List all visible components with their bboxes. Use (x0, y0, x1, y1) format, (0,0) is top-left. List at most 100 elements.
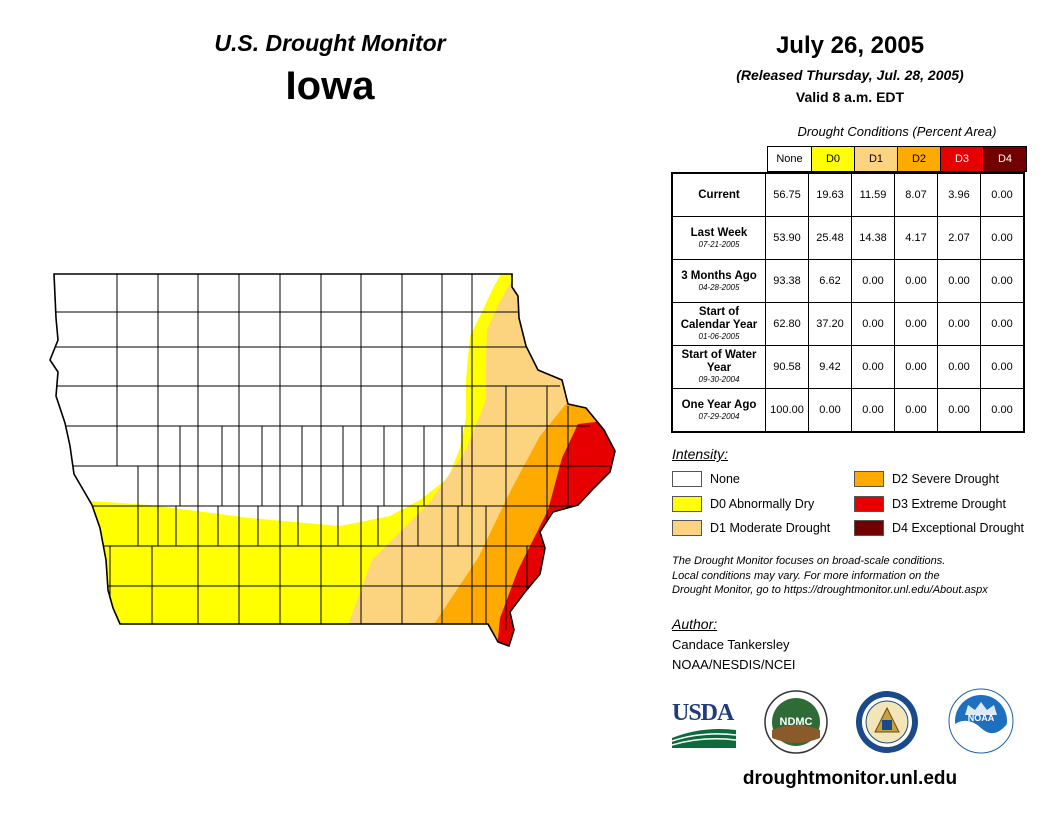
category-d3: D3 (940, 147, 983, 171)
table-row: One Year Ago 07-29-2004 100.00 0.00 0.00 0.00… (671, 388, 1025, 433)
iowa-drought-map (49, 273, 616, 647)
drought-conditions-table: Current 56.75 19.63 11.59 8.07 3.96 0.00 Last W… (671, 172, 1025, 433)
table-row: Last Week 07-21-2005 53.90 25.48 14.38 4.17 2.… (671, 216, 1025, 260)
row-label: Last Week (690, 226, 748, 239)
disclaimer-line: Drought Monitor, go to https://droughtmo… (672, 584, 988, 596)
row-date: 04-28-2005 (698, 282, 740, 292)
legend-swatch (854, 471, 884, 487)
table-row: Current 56.75 19.63 11.59 8.07 3.96 0.00 (671, 172, 1025, 217)
table-cell: 62.80 (765, 302, 809, 346)
legend-item-d1: D1 Moderate Drought (672, 520, 830, 536)
table-cell: 37.20 (808, 302, 852, 346)
table-cell: 14.38 (851, 216, 895, 260)
table-cell: 9.42 (808, 345, 852, 389)
table-title: Drought Conditions (Percent Area) (797, 124, 997, 139)
website-url[interactable]: droughtmonitor.unl.edu (742, 768, 958, 789)
doc-seal-logo (856, 691, 918, 753)
legend-title: Intensity: (672, 446, 729, 462)
legend-item-d4: D4 Exceptional Drought (854, 520, 1024, 536)
table-cell: 25.48 (808, 216, 852, 260)
category-none: None (768, 147, 811, 171)
category-d2: D2 (897, 147, 940, 171)
author-title: Author: (672, 616, 718, 632)
table-cell: 8.07 (894, 172, 938, 217)
usda-logo-text: USDA (672, 700, 734, 726)
table-row: 3 Months Ago 04-28-2005 93.38 6.62 0.00 0.00 0… (671, 259, 1025, 303)
table-cell: 0.00 (851, 345, 895, 389)
legend-label: D2 Severe Drought (892, 472, 1000, 486)
table-cell: 11.59 (851, 172, 895, 217)
disclaimer-line: The Drought Monitor focuses on broad-sca… (672, 555, 946, 567)
row-header: Current (671, 172, 766, 217)
legend-item-d2: D2 Severe Drought (854, 471, 999, 487)
category-d0: D0 (811, 147, 854, 171)
category-d1: D1 (854, 147, 897, 171)
table-cell: 0.00 (937, 259, 981, 303)
table-row: Start of Calendar Year 01-06-2005 62.80 37.… (671, 302, 1025, 346)
table-cell: 2.07 (937, 216, 981, 260)
state-title: Iowa (285, 64, 375, 108)
table-cell: 0.00 (980, 172, 1025, 217)
row-label: Start of Calendar Year (680, 306, 758, 331)
legend-label: D3 Extreme Drought (892, 497, 1006, 511)
author-name: Candace Tankersley (672, 637, 790, 652)
row-header: Start of Water Year 09-30-2004 (671, 345, 766, 389)
ndmc-logo-text: NDMC (780, 716, 813, 728)
table-cell: 3.96 (937, 172, 981, 217)
noaa-logo-text: NOAA (968, 713, 995, 723)
valid-time: Valid 8 a.m. EDT (795, 89, 905, 105)
usda-logo-mark (671, 729, 737, 748)
disclaimer-line: Local conditions may vary. For more info… (672, 569, 940, 582)
legend-item-d0: D0 Abnormally Dry (672, 496, 814, 512)
row-label: Start of Water Year (681, 349, 757, 374)
legend-swatch (854, 520, 884, 536)
row-header: Start of Calendar Year 01-06-2005 (671, 302, 766, 346)
table-cell: 0.00 (937, 388, 981, 433)
row-label: 3 Months Ago (681, 269, 757, 282)
row-label: Current (698, 188, 740, 201)
legend-swatch (854, 496, 884, 512)
product-title: U.S. Drought Monitor (214, 30, 446, 56)
table-cell: 0.00 (937, 302, 981, 346)
table-cell: 0.00 (980, 259, 1025, 303)
table-cell: 0.00 (980, 216, 1025, 260)
row-date: 01-06-2005 (698, 332, 740, 341)
disclaimer: The Drought Monitor focuses on broad-sca… (672, 554, 1042, 598)
noaa-logo: NOAA (948, 688, 1014, 754)
legend-item-none: None (672, 471, 740, 487)
table-cell: 0.00 (808, 388, 852, 433)
legend-label: None (710, 472, 740, 486)
table-cell: 56.75 (765, 172, 809, 217)
county-lines (50, 274, 610, 630)
table-cell: 0.00 (980, 388, 1025, 433)
row-header: Last Week 07-21-2005 (671, 216, 766, 260)
table-cell: 19.63 (808, 172, 852, 217)
row-date: 09-30-2004 (698, 375, 740, 384)
table-cell: 0.00 (894, 302, 938, 346)
category-header-row: None D0 D1 D2 D3 D4 (767, 146, 1027, 172)
row-date: 07-21-2005 (698, 239, 740, 249)
legend-label: D1 Moderate Drought (710, 521, 831, 535)
row-date: 07-29-2004 (698, 411, 740, 421)
legend-swatch (672, 471, 702, 487)
table-cell: 0.00 (851, 388, 895, 433)
usda-logo: USDA (671, 700, 737, 748)
table-cell: 4.17 (894, 216, 938, 260)
legend-item-d3: D3 Extreme Drought (854, 496, 1006, 512)
table-cell: 53.90 (765, 216, 809, 260)
row-label: One Year Ago (681, 398, 757, 411)
row-header: 3 Months Ago 04-28-2005 (671, 259, 766, 303)
table-cell: 100.00 (765, 388, 809, 433)
legend-swatch (672, 520, 702, 536)
table-cell: 0.00 (894, 259, 938, 303)
table-cell: 0.00 (937, 345, 981, 389)
legend-swatch (672, 496, 702, 512)
row-header: One Year Ago 07-29-2004 (671, 388, 766, 433)
table-cell: 0.00 (851, 302, 895, 346)
map-date: July 26, 2005 (775, 32, 925, 59)
category-d4: D4 (983, 147, 1026, 171)
table-cell: 6.62 (808, 259, 852, 303)
table-cell: 0.00 (894, 345, 938, 389)
table-cell: 90.58 (765, 345, 809, 389)
table-cell: 0.00 (980, 302, 1025, 346)
